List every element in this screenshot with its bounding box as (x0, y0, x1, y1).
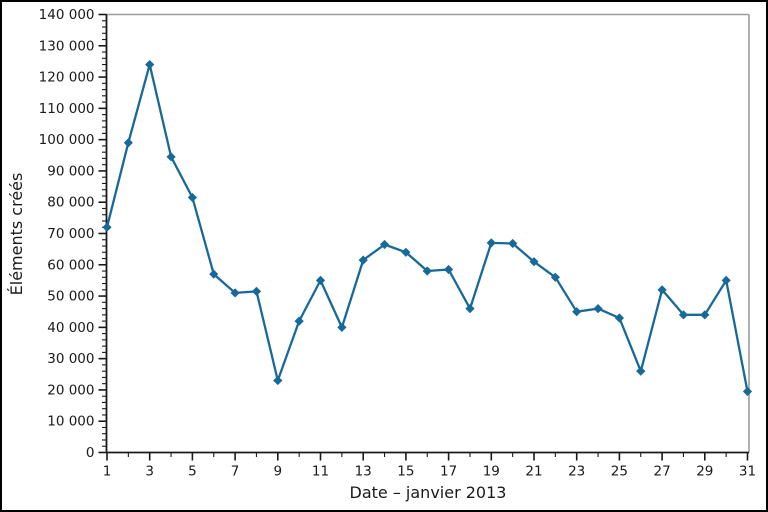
data-point (529, 257, 539, 267)
x-tick-label: 1 (103, 464, 112, 480)
y-axis-title: Éléments créés (7, 173, 26, 296)
x-tick-label: 29 (696, 464, 713, 480)
y-tick-label: 130 000 (39, 38, 95, 54)
y-tick-label: 20 000 (47, 382, 94, 398)
data-point (636, 366, 646, 376)
data-point (379, 239, 390, 250)
x-tick-label: 5 (188, 464, 197, 480)
plot-frame (106, 13, 750, 453)
axes-lines (105, 14, 749, 454)
y-tick-label: 70 000 (47, 226, 94, 242)
data-point (166, 152, 176, 162)
data-point (145, 60, 155, 70)
data-point (486, 238, 496, 248)
data-point (508, 238, 518, 249)
data-point (700, 310, 710, 320)
y-tick-label: 140 000 (39, 7, 95, 23)
y-tick-label: 120 000 (39, 70, 95, 86)
x-tick-label: 9 (274, 464, 283, 480)
data-point (721, 275, 731, 285)
data-point (315, 275, 326, 285)
x-tick-label: 15 (397, 464, 414, 480)
y-tick-label: 10 000 (47, 414, 94, 430)
y-tick-label: 80 000 (47, 195, 94, 211)
y-tick-label: 0 (86, 445, 95, 461)
data-point (593, 304, 603, 314)
x-tick-label: 17 (440, 464, 457, 480)
y-tick-label: 90 000 (47, 163, 94, 179)
y-tick-label: 30 000 (47, 351, 94, 367)
y-tick-label: 100 000 (39, 132, 95, 148)
y-tick-label: 60 000 (47, 257, 94, 273)
data-point (230, 288, 240, 298)
data-point (444, 264, 454, 275)
y-tick-label: 50 000 (47, 289, 94, 305)
data-point (251, 286, 262, 296)
data-point (465, 304, 475, 314)
x-tick-label: 27 (654, 464, 671, 480)
data-point (358, 255, 368, 265)
x-tick-label: 13 (355, 464, 372, 480)
data-point (273, 375, 283, 386)
data-point (657, 285, 667, 295)
x-tick-label: 11 (312, 464, 329, 480)
x-axis-ticks: 1 3 5 7 9 11 13 15 17 19 21 23 25 27 29 31 (103, 452, 756, 480)
x-tick-label: 23 (568, 464, 585, 480)
x-tick-label: 3 (145, 464, 154, 480)
data-point (550, 272, 560, 282)
x-tick-label: 31 (739, 464, 756, 480)
data-point (614, 313, 624, 323)
y-tick-label: 110 000 (39, 101, 95, 117)
series-line (105, 63, 749, 392)
data-point (209, 269, 219, 279)
data-point (337, 322, 347, 332)
data-point (401, 247, 411, 257)
data-point (102, 222, 112, 232)
data-point (123, 138, 133, 148)
x-axis-title: Date – janvier 2013 (350, 483, 507, 502)
data-point (187, 192, 197, 203)
data-point (422, 266, 432, 276)
data-series (102, 60, 753, 397)
data-point (294, 316, 304, 326)
data-point (678, 310, 689, 320)
y-axis-ticks: 0 10 000 20 000 30 000 40 000 50 000 60 000 70 … (39, 7, 107, 461)
x-tick-label: 25 (611, 464, 628, 480)
x-tick-label: 19 (483, 464, 500, 480)
data-point (742, 386, 753, 397)
y-tick-label: 40 000 (47, 320, 94, 336)
x-tick-label: 7 (231, 464, 240, 480)
x-tick-label: 21 (525, 464, 542, 480)
data-point (572, 307, 582, 317)
